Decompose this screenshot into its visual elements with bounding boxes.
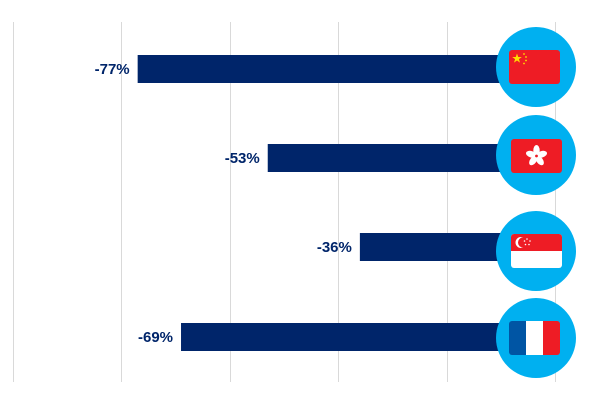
singapore-flag-icon — [496, 211, 576, 291]
china-flag-icon — [496, 27, 576, 107]
bar-china — [137, 55, 555, 83]
value-label: -69% — [138, 329, 173, 346]
value-labels: -77% -53% -36% -69% — [95, 61, 352, 346]
hong-kong-flag-icon — [496, 115, 576, 195]
bars — [137, 55, 555, 351]
value-label: -36% — [317, 239, 352, 256]
value-label: -53% — [225, 150, 260, 167]
bar-france — [181, 323, 555, 351]
france-flag-icon — [496, 298, 576, 378]
value-label: -77% — [95, 61, 130, 78]
